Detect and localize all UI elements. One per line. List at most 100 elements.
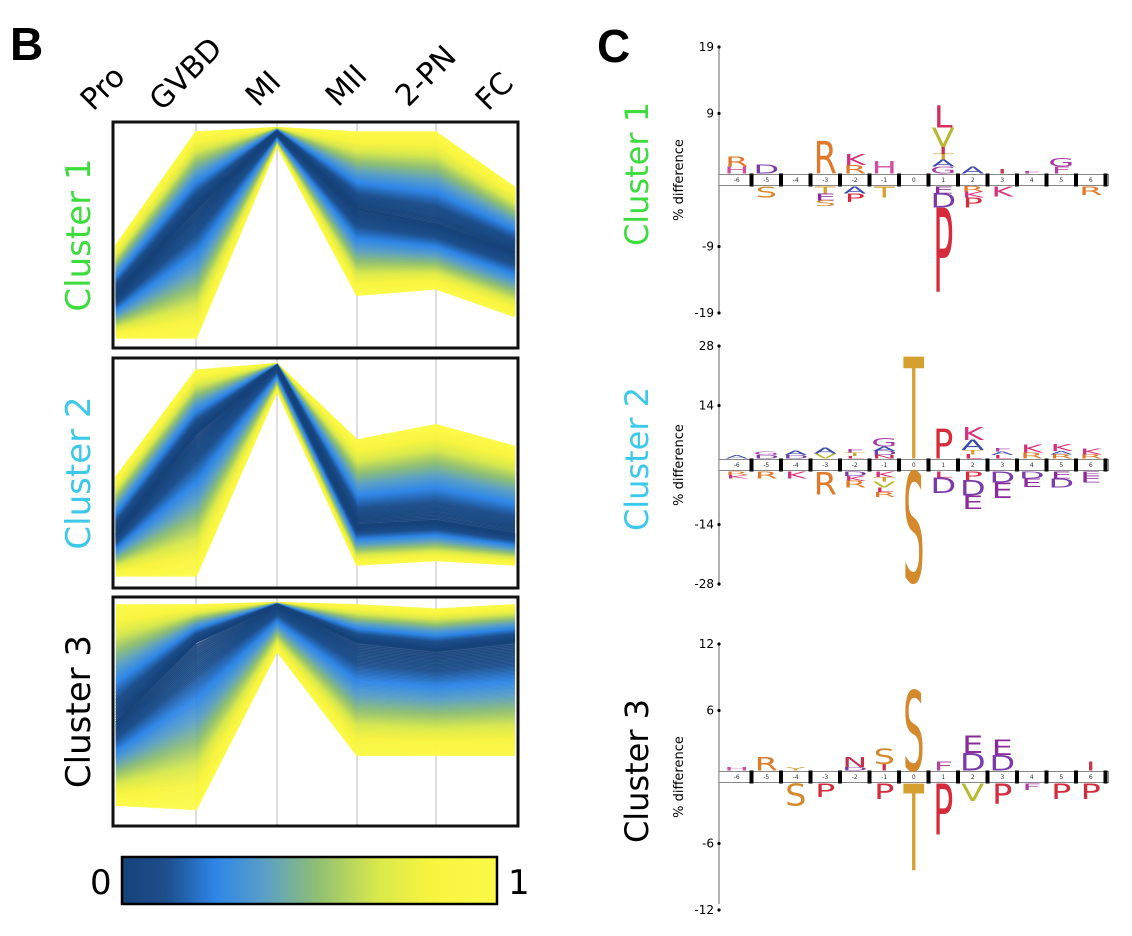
stage-label-mi: MI (239, 64, 288, 113)
position-label: -2 (852, 462, 858, 469)
logo-residue-G: G (930, 165, 956, 176)
y-tick (717, 344, 721, 348)
logo-residue-K: K (785, 470, 808, 481)
position-label: 1 (941, 177, 945, 184)
logo-residue-K: K (1080, 447, 1103, 457)
profile-lines (115, 362, 516, 577)
logo-residue-A: A (1050, 450, 1074, 455)
logo-residue-R: R (843, 479, 866, 490)
logo-residue-S: S (815, 199, 836, 208)
y-axis-label: % difference (672, 139, 687, 221)
colorbar-gradient (120, 855, 499, 906)
logo-residue-D: D (842, 766, 868, 771)
y-tick-label: -14 (694, 518, 714, 532)
logo-residue-K: K (1021, 443, 1044, 455)
cluster-panel-1: Cluster 1 (59, 120, 520, 350)
logo-residue-T: T (932, 152, 954, 161)
position-label: -2 (852, 177, 858, 184)
logo-residue-T: T (873, 476, 895, 483)
position-label: -1 (881, 462, 887, 469)
position-separator (779, 458, 783, 472)
profile-line (115, 364, 516, 536)
position-label: -6 (734, 462, 740, 469)
logo-residue-E: E (1080, 470, 1101, 477)
position-label: -6 (734, 177, 740, 184)
logo-residue-I: I (938, 145, 948, 156)
position-label: -1 (881, 177, 887, 184)
profile-line (115, 604, 516, 725)
panel-b-letter: B (10, 18, 43, 70)
logo-residue-R: R (725, 471, 748, 476)
sequence-logos: Cluster 1 % difference 19 9 -9 -19 -6 -5 -4 -3 -2 -… (618, 40, 1109, 917)
position-label: 6 (1089, 177, 1093, 184)
y-tick-label: 14 (699, 399, 714, 413)
logo-residue-F: F (845, 448, 864, 453)
logo-residue-V: V (814, 452, 838, 460)
position-label: 1 (941, 774, 945, 781)
logo-residue-A: A (873, 446, 897, 453)
position-label: 3 (1000, 462, 1004, 469)
colorbar-max-label: 1 (508, 863, 530, 903)
position-separator (838, 770, 842, 784)
position-label: 2 (971, 774, 975, 781)
position-separator (1074, 173, 1078, 187)
logo-residue-G: G (1048, 156, 1074, 169)
position-separator (749, 173, 754, 187)
panel-c: C Cluster 1 % difference 19 9 -9 -19 -6 -5 -4 -3 -… (597, 20, 1109, 917)
logo-residue-D: D (930, 473, 956, 498)
cluster-frame (111, 120, 520, 350)
position-separator (749, 770, 754, 784)
position-separator (779, 770, 783, 784)
position-label: -5 (763, 462, 769, 469)
position-label: 0 (912, 462, 916, 469)
logo-residue-P: P (815, 781, 835, 802)
y-tick (717, 522, 721, 527)
logo-residue-L: L (934, 99, 953, 135)
position-label: 0 (912, 774, 916, 781)
logo-residue-S: S (785, 777, 806, 813)
logo-residue-T: T (961, 449, 983, 456)
logo-residue-K: K (962, 190, 985, 199)
y-tick (717, 908, 721, 912)
logo-residue-V: V (961, 779, 984, 807)
y-tick (717, 311, 721, 315)
position-separator (1015, 770, 1019, 784)
logo-residue-S: S (874, 744, 895, 769)
logo-residue-K: K (844, 152, 867, 170)
cluster-panel-2: Cluster 2 (59, 356, 520, 590)
logo-residue-G: G (871, 436, 897, 449)
logo-residue-T: T (873, 184, 895, 202)
logo-residue-A: A (843, 185, 866, 196)
logo-residue-D: D (1019, 470, 1045, 481)
position-separator (1103, 173, 1108, 187)
position-label: -2 (852, 774, 858, 781)
logo-residue-D: D (871, 450, 897, 457)
cluster-frame (111, 356, 520, 590)
logo-residue-D: D (753, 162, 779, 176)
logo-residue-E: E (933, 185, 954, 196)
stage-labels: Pro GVBD MI MII 2-PN FC (74, 31, 521, 118)
position-label: 5 (1059, 177, 1063, 184)
position-label: 4 (1030, 177, 1034, 184)
profile-line (115, 603, 516, 724)
position-label: 2 (971, 177, 975, 184)
position-separator (867, 173, 872, 187)
position-separator (926, 173, 931, 187)
colorbar: 0 1 (90, 855, 530, 906)
cluster-label: Cluster 3 (59, 635, 99, 788)
logo-residue-D: D (960, 748, 986, 776)
logo-residue-D: D (989, 751, 1015, 776)
logo-residue-G: G (753, 451, 779, 456)
logo-residue-E: E (992, 478, 1013, 503)
position-label: -1 (881, 774, 887, 781)
position-separator (956, 173, 960, 187)
position-separator (956, 458, 960, 472)
stage-label-mii: MII (319, 58, 375, 114)
logo-residue-K: K (873, 470, 896, 480)
logo-residue-S: S (903, 670, 924, 797)
logo-residue-L: L (963, 453, 983, 460)
position-separator (1103, 458, 1108, 472)
